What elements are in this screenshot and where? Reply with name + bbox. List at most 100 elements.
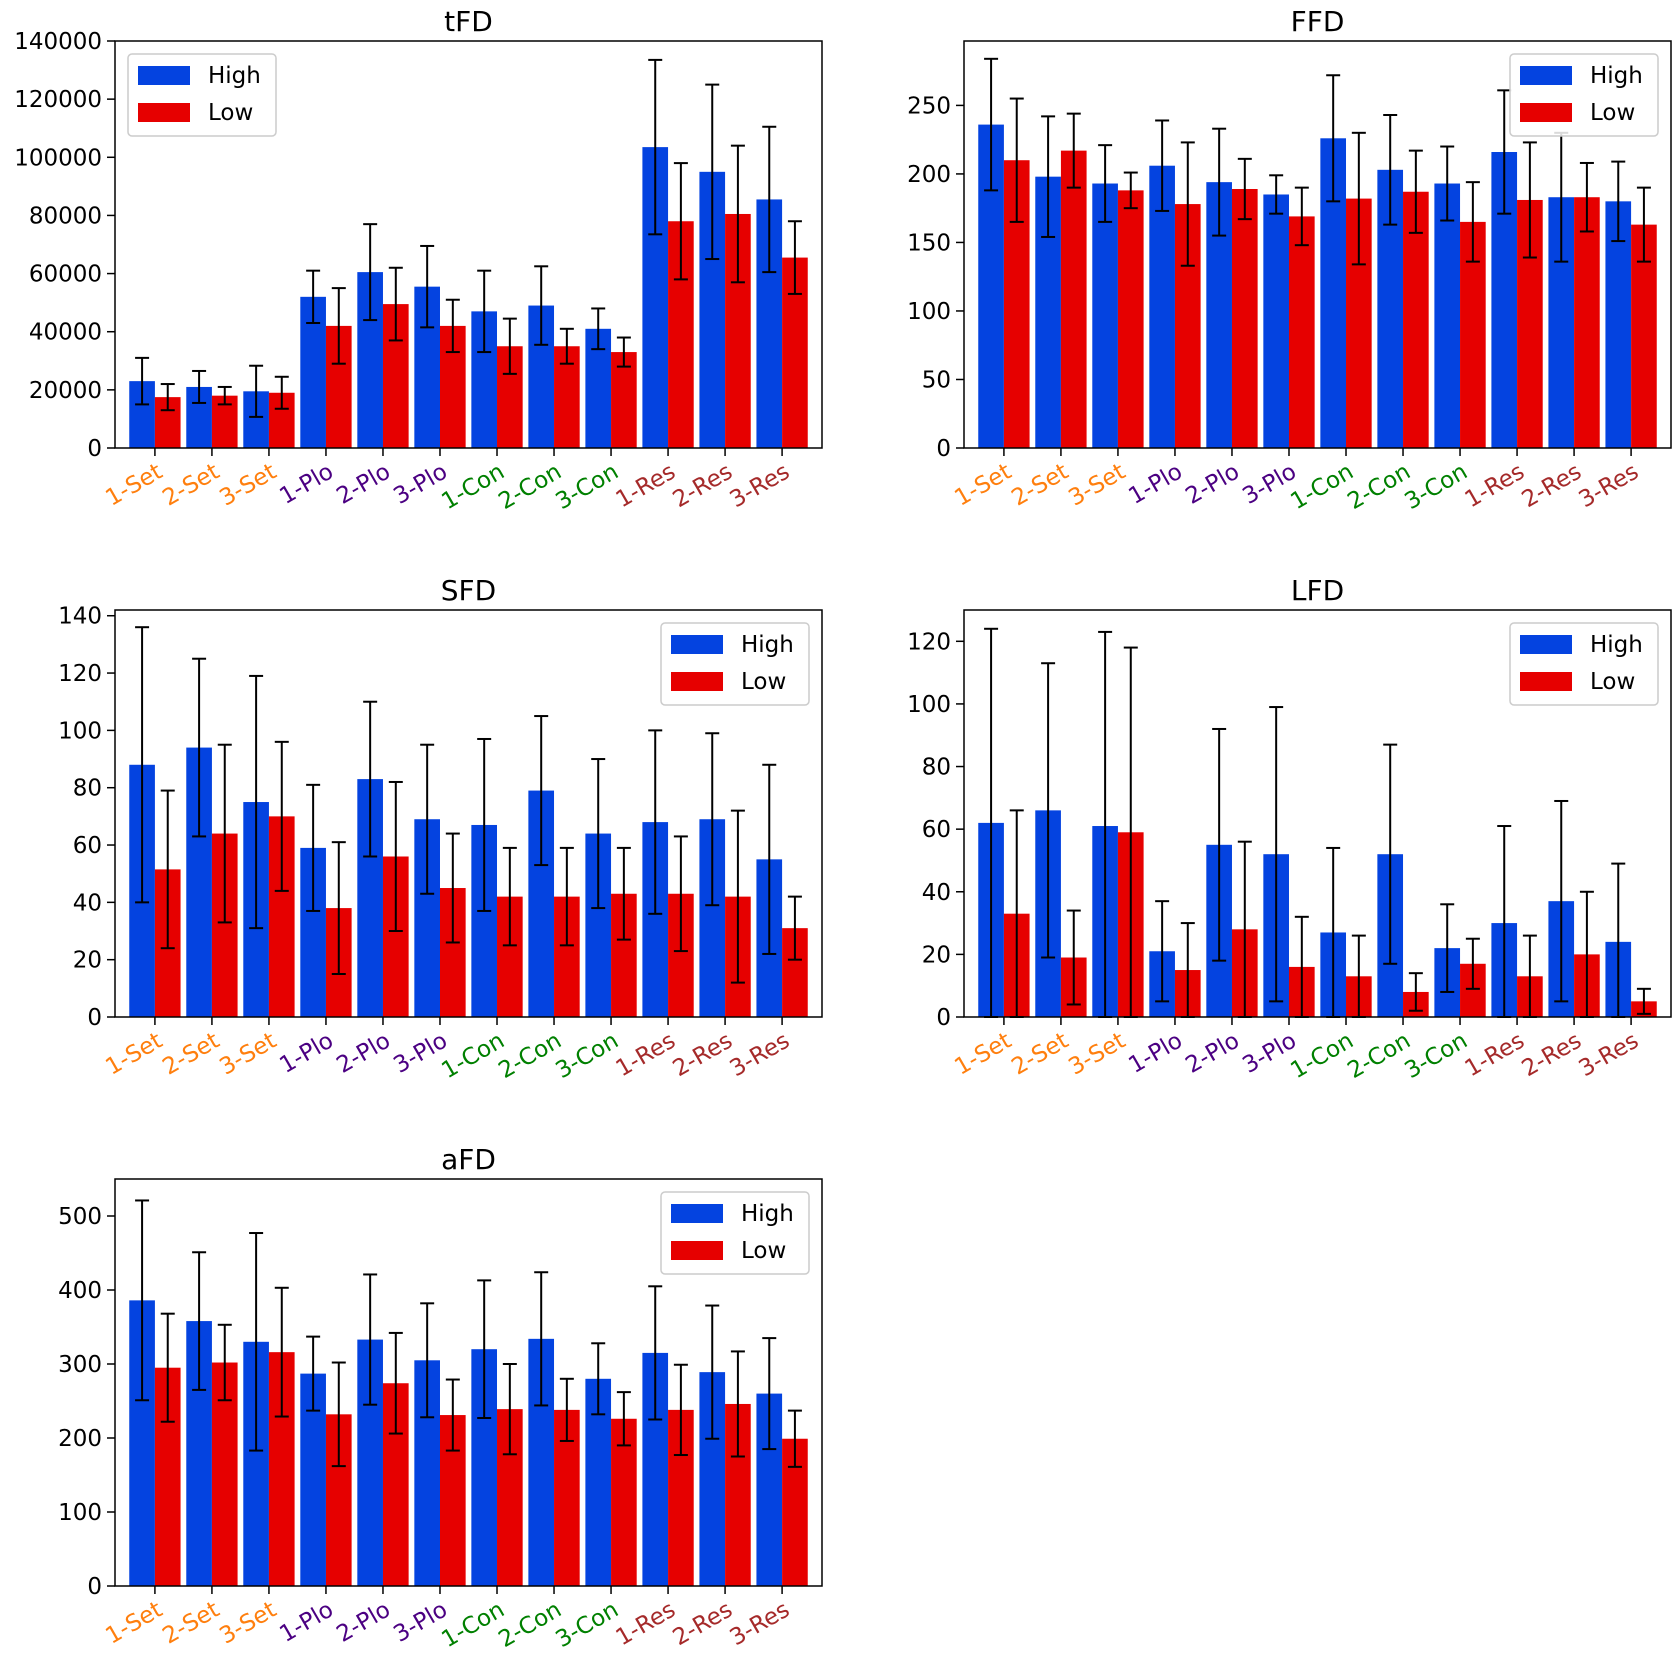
- y-tick-label: 100: [58, 718, 102, 744]
- y-tick-label: 500: [58, 1204, 102, 1230]
- error-bar-high-2-Plo: [363, 223, 378, 322]
- x-tick-label: 3-Res: [726, 459, 794, 514]
- error-bar-low-3-Con: [1465, 937, 1480, 990]
- error-bar-high-3-Plo: [1269, 706, 1284, 1003]
- x-tick-label: 3-Res: [1575, 1028, 1643, 1083]
- bar-high-3-Con: [1434, 183, 1461, 448]
- error-bar-high-2-Con: [534, 715, 549, 867]
- error-bar-low-3-Plo: [445, 298, 460, 354]
- error-bar-low-3-Con: [616, 846, 631, 941]
- x-tick-label: 1-Set: [101, 459, 167, 512]
- error-bar-low-1-Res: [673, 1363, 688, 1457]
- y-tick-label: 120: [907, 629, 951, 655]
- error-bar-low-3-Res: [1636, 987, 1651, 1015]
- x-tick-label: 3-Con: [551, 1597, 623, 1653]
- y-tick-label: 40000: [29, 320, 102, 346]
- x-tick-label: 1-Res: [612, 1597, 680, 1652]
- error-bar-high-3-Res: [762, 763, 777, 955]
- error-bar-high-2-Res: [705, 732, 720, 907]
- y-tick-label: 80000: [29, 203, 102, 229]
- error-bar-high-1-Set: [135, 626, 150, 904]
- error-bar-low-3-Res: [787, 220, 802, 295]
- y-tick-label: 140: [58, 604, 102, 630]
- legend-label-low: Low: [741, 669, 786, 695]
- error-bar-high-2-Set: [192, 1251, 207, 1391]
- error-bar-high-2-Set: [192, 369, 207, 404]
- legend-label-high: High: [741, 1201, 794, 1227]
- x-tick-label: 1-Plo: [275, 1597, 338, 1648]
- plot-frame: [114, 609, 823, 1018]
- x-tick-label: 1-Set: [101, 1597, 167, 1650]
- error-bar-low-3-Con: [1465, 181, 1480, 263]
- error-bar-low-1-Plo: [331, 287, 346, 365]
- error-bar-high-1-Set: [135, 356, 150, 406]
- y-tick-label: 250: [907, 93, 951, 119]
- error-bar-high-3-Plo: [420, 743, 435, 895]
- error-bar-high-2-Plo: [1212, 727, 1227, 962]
- x-tick-label: 1-Res: [612, 1028, 680, 1083]
- x-tick-label: 2-Set: [158, 459, 224, 512]
- error-bar-high-1-Plo: [306, 269, 321, 324]
- chart-panel-LFD: LFD0204060801001201-Set2-Set3-Set1-Plo2-…: [907, 574, 1672, 1084]
- error-bar-high-1-Set: [135, 1199, 150, 1402]
- error-bar-low-3-Res: [787, 1409, 802, 1468]
- bar-high-3-Set: [1092, 183, 1118, 448]
- error-bar-high-1-Res: [648, 1285, 663, 1421]
- error-bar-high-3-Con: [591, 307, 606, 351]
- error-bar-high-2-Con: [534, 1271, 549, 1407]
- error-bar-high-1-Res: [1497, 89, 1512, 215]
- legend-label-low: Low: [208, 100, 253, 126]
- y-tick-label: 0: [87, 436, 102, 462]
- error-bar-low-1-Plo: [1180, 141, 1195, 267]
- legend-swatch-high: [138, 66, 190, 85]
- x-tick-label: 2-Plo: [1181, 459, 1244, 510]
- error-bar-low-1-Res: [673, 835, 688, 953]
- y-tick-label: 120: [58, 661, 102, 687]
- legend-label-low: Low: [1590, 669, 1635, 695]
- error-bar-low-2-Set: [217, 1323, 232, 1402]
- x-tick-label: 1-Res: [612, 459, 680, 514]
- error-bar-high-1-Plo: [306, 783, 321, 912]
- error-bar-low-1-Con: [502, 846, 517, 947]
- x-tick-label: 1-Con: [1286, 459, 1358, 515]
- error-bar-low-3-Set: [274, 375, 289, 410]
- error-bar-low-1-Con: [1351, 131, 1366, 266]
- x-tick-label: 3-Set: [215, 1028, 281, 1081]
- bar-low-3-Set: [1117, 190, 1144, 449]
- error-bar-high-1-Plo: [306, 1335, 321, 1412]
- x-tick-label: 2-Set: [158, 1028, 224, 1081]
- legend-swatch-high: [671, 1204, 723, 1223]
- error-bar-low-3-Con: [616, 336, 631, 368]
- y-tick-label: 150: [907, 230, 951, 256]
- bar-low-3-Plo: [1288, 216, 1315, 448]
- error-bar-low-3-Set: [274, 740, 289, 892]
- error-bar-high-2-Res: [1554, 799, 1569, 1003]
- error-bar-low-2-Set: [1066, 909, 1081, 1006]
- error-bar-high-2-Plo: [363, 1273, 378, 1406]
- error-bar-high-1-Con: [477, 1279, 492, 1420]
- error-bar-high-3-Con: [591, 758, 606, 910]
- x-tick-label: 1-Plo: [1124, 1028, 1187, 1079]
- x-tick-label: 3-Set: [215, 1597, 281, 1650]
- plot-frame: [963, 40, 1672, 449]
- plot-frame: [963, 609, 1672, 1018]
- x-tick-label: 2-Con: [494, 1597, 566, 1653]
- chart-title: tFD: [444, 5, 493, 38]
- legend: High Low: [1509, 622, 1659, 706]
- error-bar-high-1-Plo: [1155, 119, 1170, 212]
- error-bar-high-2-Con: [1383, 743, 1398, 965]
- x-tick-label: 2-Plo: [332, 1028, 395, 1079]
- bar-high-3-Res: [1605, 201, 1632, 448]
- error-bar-high-3-Plo: [420, 244, 435, 329]
- legend-label-low: Low: [1590, 100, 1635, 126]
- y-tick-label: 20: [922, 942, 951, 968]
- legend-swatch-low: [1520, 103, 1572, 122]
- error-bar-high-3-Con: [1440, 903, 1455, 993]
- x-tick-label: 2-Plo: [332, 459, 395, 510]
- error-bar-low-1-Plo: [331, 1361, 346, 1468]
- legend: High Low: [1509, 53, 1659, 137]
- y-tick-label: 40: [922, 880, 951, 906]
- y-tick-label: 80: [922, 755, 951, 781]
- y-tick-label: 200: [58, 1426, 102, 1452]
